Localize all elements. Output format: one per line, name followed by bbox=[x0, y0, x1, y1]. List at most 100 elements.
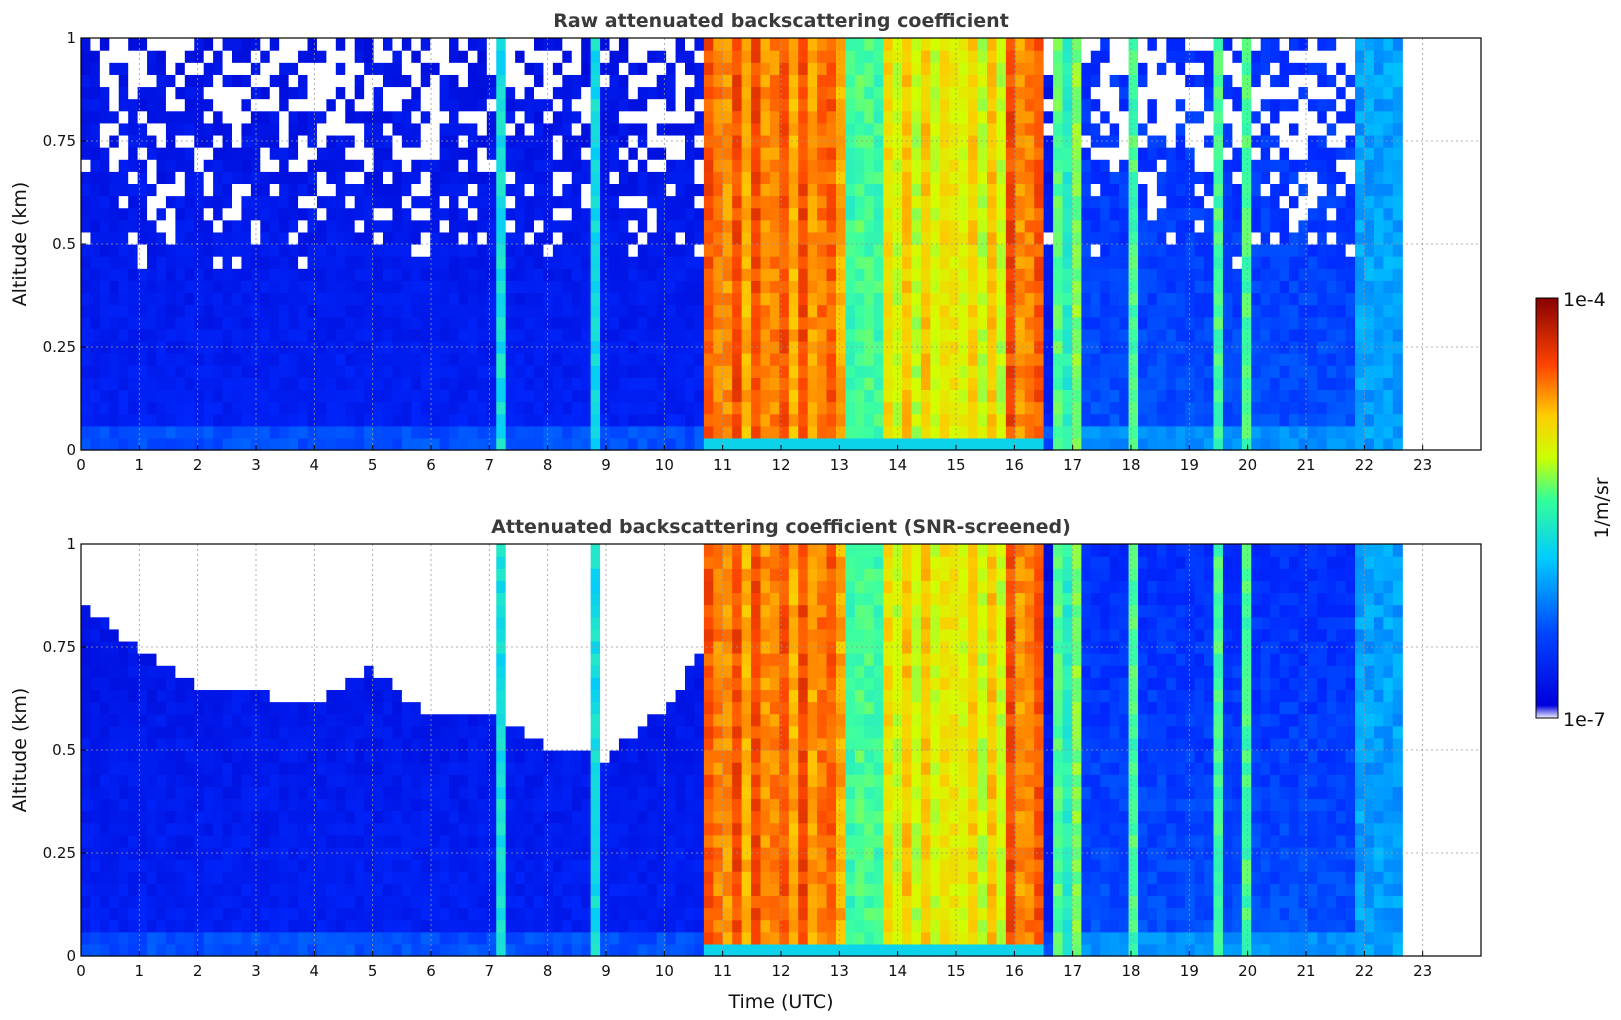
heatmap-cell bbox=[99, 159, 110, 172]
heatmap-cell bbox=[741, 207, 752, 221]
heatmap-cell bbox=[1100, 268, 1111, 281]
heatmap-cell bbox=[1355, 195, 1366, 209]
heatmap-cell bbox=[703, 280, 714, 294]
heatmap-cell bbox=[128, 183, 139, 197]
heatmap-cell bbox=[1090, 110, 1101, 124]
y-tick-label: 0.5 bbox=[52, 235, 76, 253]
heatmap-cell bbox=[534, 50, 545, 63]
heatmap-cell bbox=[147, 38, 158, 51]
heatmap-cell bbox=[1109, 425, 1120, 439]
heatmap-cell bbox=[467, 147, 478, 160]
heatmap-cell bbox=[128, 207, 139, 221]
heatmap-cell bbox=[1015, 413, 1026, 427]
heatmap-cell bbox=[458, 280, 469, 294]
heatmap-cell bbox=[1043, 159, 1054, 172]
heatmap-cell bbox=[1383, 195, 1394, 209]
heatmap-cell bbox=[543, 86, 554, 100]
heatmap-cell bbox=[1147, 365, 1158, 378]
heatmap-cell bbox=[1119, 425, 1130, 439]
heatmap-cell bbox=[836, 98, 847, 112]
heatmap-cell bbox=[1100, 134, 1111, 148]
heatmap-cell bbox=[486, 231, 497, 245]
heatmap-cell bbox=[449, 62, 460, 75]
heatmap-cell bbox=[1289, 207, 1300, 221]
heatmap-cell bbox=[1204, 377, 1215, 391]
heatmap-cell bbox=[732, 98, 743, 112]
heatmap-cell bbox=[345, 365, 356, 378]
heatmap-cell bbox=[1034, 389, 1045, 403]
heatmap-cell bbox=[364, 195, 375, 209]
heatmap-cell bbox=[477, 159, 488, 172]
heatmap-cell bbox=[1383, 86, 1394, 100]
heatmap-cell bbox=[241, 74, 252, 88]
heatmap-cell bbox=[1222, 98, 1233, 112]
heatmap-cell bbox=[779, 268, 790, 281]
heatmap-cell bbox=[260, 195, 271, 209]
heatmap-cell bbox=[1298, 365, 1309, 378]
heatmap-cell bbox=[1232, 292, 1243, 306]
heatmap-cell bbox=[920, 183, 931, 197]
heatmap-cell bbox=[109, 774, 120, 787]
heatmap-cell bbox=[873, 268, 884, 281]
heatmap-cell bbox=[1100, 413, 1111, 427]
heatmap-cell bbox=[1232, 280, 1243, 294]
heatmap-cell bbox=[930, 292, 941, 306]
heatmap-cell bbox=[751, 292, 762, 306]
heatmap-cell bbox=[666, 207, 677, 221]
heatmap-cell bbox=[1034, 340, 1045, 354]
heatmap-cell bbox=[1194, 86, 1205, 100]
heatmap-cell bbox=[751, 38, 762, 51]
heatmap-cell bbox=[354, 74, 365, 88]
heatmap-cell bbox=[996, 159, 1007, 172]
heatmap-cell bbox=[920, 244, 931, 257]
heatmap-cell bbox=[241, 183, 252, 197]
heatmap-cell bbox=[968, 280, 979, 294]
heatmap-cell bbox=[411, 219, 422, 233]
heatmap-cell bbox=[826, 425, 837, 439]
heatmap-cell bbox=[165, 62, 176, 75]
heatmap-cell bbox=[1081, 207, 1092, 221]
heatmap-cell bbox=[836, 389, 847, 403]
heatmap-cell bbox=[1392, 365, 1403, 378]
heatmap-cell bbox=[373, 437, 384, 451]
heatmap-cell bbox=[1185, 207, 1196, 221]
heatmap-cell bbox=[194, 122, 205, 136]
heatmap-cell bbox=[439, 62, 450, 75]
heatmap-cell bbox=[987, 377, 998, 391]
heatmap-cell bbox=[1147, 328, 1158, 342]
heatmap-cell bbox=[1081, 280, 1092, 294]
heatmap-cell bbox=[1043, 86, 1054, 100]
heatmap-cell bbox=[666, 195, 677, 209]
heatmap-cell bbox=[430, 86, 441, 100]
heatmap-cell bbox=[1062, 195, 1073, 209]
heatmap-cell bbox=[1279, 292, 1290, 306]
heatmap-cell bbox=[562, 413, 573, 427]
heatmap-cell bbox=[1336, 147, 1347, 160]
heatmap-cell bbox=[864, 134, 875, 148]
heatmap-cell bbox=[987, 147, 998, 160]
heatmap-cell bbox=[1043, 292, 1054, 306]
heatmap-cell bbox=[241, 389, 252, 403]
heatmap-cell bbox=[1298, 328, 1309, 342]
heatmap-cell bbox=[836, 280, 847, 294]
heatmap-cell bbox=[1232, 147, 1243, 160]
heatmap-cell bbox=[1156, 425, 1167, 439]
heatmap-cell bbox=[1345, 316, 1356, 330]
heatmap-cell bbox=[1053, 110, 1064, 124]
heatmap-cell bbox=[1222, 389, 1233, 403]
x-tick-label: 21 bbox=[1296, 456, 1315, 474]
heatmap-cell bbox=[1241, 316, 1252, 330]
heatmap-cell bbox=[288, 365, 299, 378]
heatmap-cell bbox=[1175, 134, 1186, 148]
heatmap-cell bbox=[1345, 353, 1356, 366]
heatmap-cell bbox=[477, 268, 488, 281]
heatmap-cell bbox=[609, 425, 620, 439]
heatmap-cell bbox=[1119, 244, 1130, 257]
heatmap-cell bbox=[911, 183, 922, 197]
heatmap-cell bbox=[1251, 316, 1262, 330]
heatmap-cell bbox=[467, 183, 478, 197]
heatmap-cell bbox=[637, 280, 648, 294]
heatmap-cell bbox=[892, 401, 903, 415]
heatmap-cell bbox=[99, 377, 110, 391]
heatmap-cell bbox=[713, 171, 724, 185]
